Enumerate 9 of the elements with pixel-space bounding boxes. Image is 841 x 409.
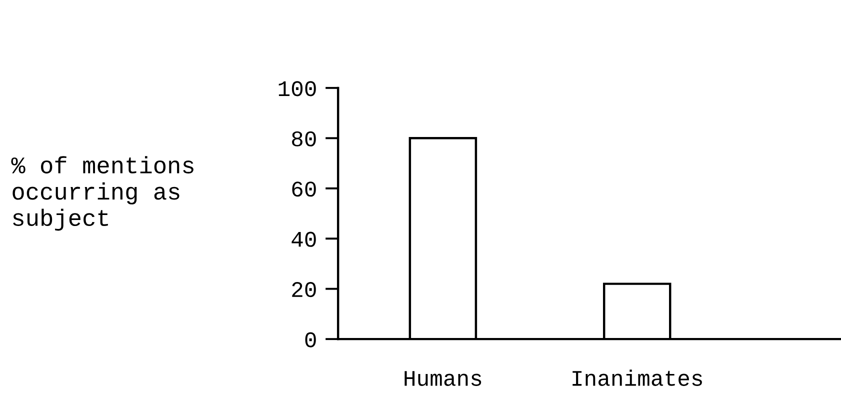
y-tick-label: 20 — [292, 282, 316, 298]
y-tick-label: 40 — [292, 232, 316, 247]
y-axis-title: % of mentions occurring as subject — [11, 156, 194, 231]
y-tick-label: 60 — [292, 182, 316, 197]
x-tick-label: Humans — [404, 371, 482, 386]
y-tick-label: 80 — [292, 131, 316, 146]
x-tick-label: Inanimates — [572, 370, 702, 386]
y-tick-label: 100 — [278, 81, 316, 96]
y-tick-label: 0 — [305, 332, 316, 348]
